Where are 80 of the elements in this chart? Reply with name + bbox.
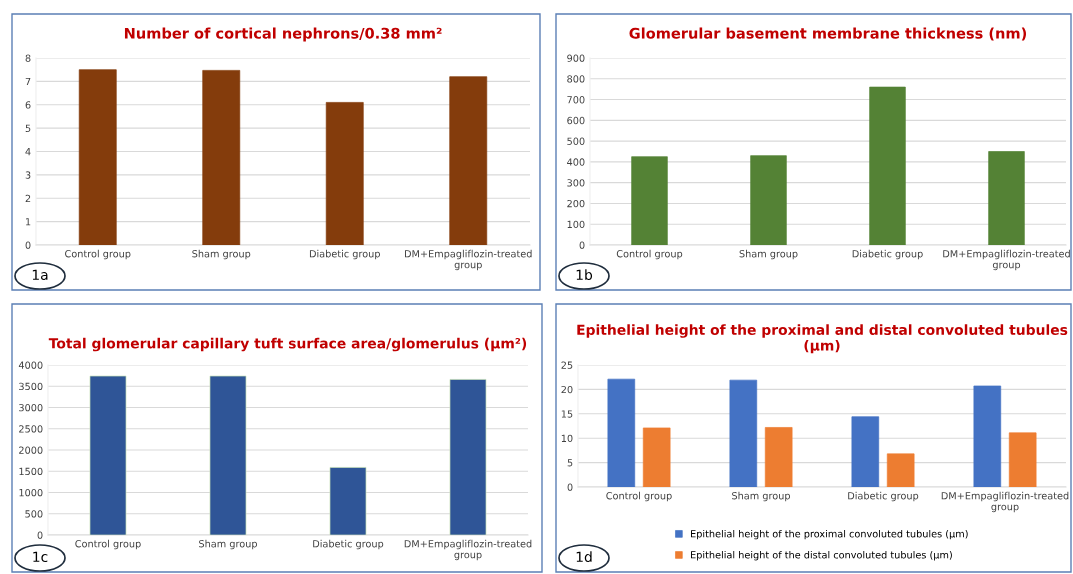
y-tick-label: 1 xyxy=(26,218,31,226)
text: 1c xyxy=(33,551,48,563)
x-tick-label: Diabetic group xyxy=(313,539,384,550)
bar xyxy=(851,416,880,487)
y-tick-label: 500 xyxy=(567,137,585,145)
legend-label: Epithelial height of the distal convoluted tubules (μm) xyxy=(691,550,952,561)
bar xyxy=(607,378,636,487)
y-tick-label: 2000 xyxy=(19,446,43,454)
bar xyxy=(750,155,787,245)
y-tick-label: 800 xyxy=(567,75,585,83)
bar xyxy=(988,151,1025,245)
legend-label: Epithelial height of the proximal convoluted tubules (μm) xyxy=(691,529,968,540)
y-tick-label: 2500 xyxy=(19,425,43,433)
y-tick-label: 0 xyxy=(25,241,31,249)
y-tick-label: 0 xyxy=(37,531,43,539)
x-tick-label: DM+Empagliflozin-treated group xyxy=(943,249,1070,271)
x-tick-label: Diabetic group xyxy=(848,491,919,502)
bar xyxy=(1008,432,1037,487)
bar xyxy=(642,427,671,487)
x-tick-label: Diabetic group xyxy=(309,249,380,260)
bar xyxy=(449,76,488,245)
y-tick-label: 5 xyxy=(567,459,573,467)
x-tick-label: Sham group xyxy=(199,539,258,550)
y-tick-label: 5 xyxy=(25,124,31,132)
y-tick-label: 0 xyxy=(567,483,573,491)
y-tick-label: 3000 xyxy=(19,403,43,412)
y-tick-label: 600 xyxy=(567,116,585,125)
bar xyxy=(209,375,247,535)
x-tick-label: Sham group xyxy=(732,491,791,502)
bar xyxy=(449,379,487,535)
y-tick-label: 20 xyxy=(561,385,573,394)
y-tick-label: 1500 xyxy=(19,467,43,476)
bar xyxy=(325,102,364,245)
bar xyxy=(89,375,127,535)
y-tick-label: 3 xyxy=(25,171,31,179)
y-tick-label: 25 xyxy=(561,361,573,369)
y-tick-label: 500 xyxy=(25,510,43,518)
x-tick-label: DM+Empagliflozin-treated group xyxy=(404,539,532,561)
y-tick-label: 1000 xyxy=(19,488,43,497)
chart-title: Epithelial height of the proximal and distal convoluted tubules (μm) xyxy=(577,324,1068,354)
y-tick-label: 400 xyxy=(567,158,585,166)
bar xyxy=(869,86,906,245)
x-tick-label: DM+Empagliflozin-treated group xyxy=(941,491,1069,513)
y-tick-label: 700 xyxy=(567,96,585,104)
x-tick-label: Sham group xyxy=(739,249,798,260)
y-tick-label: 3500 xyxy=(19,382,43,391)
chart-title: Number of cortical nephrons/0.38 mm² xyxy=(124,27,442,42)
y-tick-label: 7 xyxy=(25,77,31,86)
y-tick-label: 8 xyxy=(25,54,31,62)
chart-title: Glomerular basement membrane thickness (nm) xyxy=(629,27,1027,41)
y-tick-label: 2 xyxy=(25,194,31,202)
y-tick-label: 200 xyxy=(567,199,585,208)
y-tick-label: 15 xyxy=(561,410,573,418)
y-tick-label: 4 xyxy=(25,148,31,156)
bar xyxy=(631,156,668,245)
bar xyxy=(886,453,915,487)
y-tick-label: 100 xyxy=(567,220,585,229)
x-tick-label: Sham group xyxy=(192,249,251,260)
bar xyxy=(973,385,1002,487)
bar xyxy=(202,70,241,245)
y-tick-label: 4000 xyxy=(18,361,43,369)
y-tick-label: 300 xyxy=(567,179,585,187)
bar xyxy=(764,427,793,487)
x-tick-label: Diabetic group xyxy=(852,249,923,260)
x-tick-label: Control group xyxy=(65,249,131,260)
bar xyxy=(729,379,758,487)
y-tick-label: 10 xyxy=(561,434,573,443)
text: 1d xyxy=(576,551,592,563)
y-tick-label: 0 xyxy=(579,241,585,249)
y-tick-label: 6 xyxy=(25,101,31,109)
bar xyxy=(329,467,367,535)
x-tick-label: Control group xyxy=(75,539,141,550)
text: 1a xyxy=(32,269,48,281)
x-tick-label: DM+Empagliflozin-treated group xyxy=(405,249,532,271)
x-tick-label: Control group xyxy=(606,491,672,502)
bar xyxy=(78,69,117,245)
x-tick-label: Control group xyxy=(616,249,683,260)
y-tick-label: 900 xyxy=(567,54,585,62)
chart-title: Total glomerular capillary tuft surface area/glomerulus (μm²) xyxy=(48,337,527,352)
text: 1b xyxy=(576,269,593,281)
